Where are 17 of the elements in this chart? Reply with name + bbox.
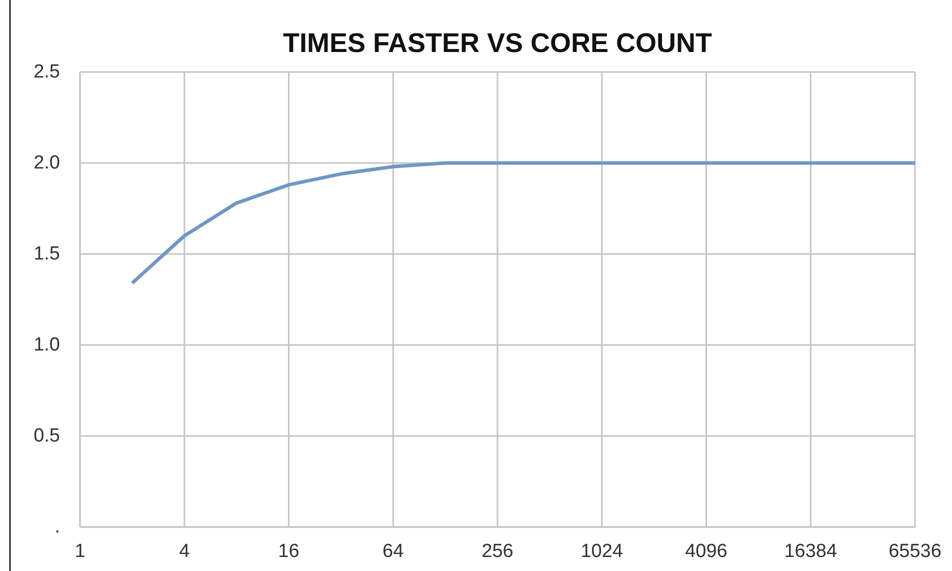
line-series — [130, 161, 917, 285]
x-tick-label: 256 — [482, 541, 514, 562]
x-tick-label: 64 — [382, 541, 404, 562]
x-tick-label: 4 — [179, 541, 190, 562]
y-tick-label: . — [54, 516, 60, 538]
y-tick-label: 1.5 — [34, 244, 60, 264]
x-tick-label: 1 — [74, 541, 86, 562]
x-tick-label: 4096 — [685, 541, 728, 562]
y-tick-label: 1.0 — [34, 334, 60, 356]
x-tick-label: 16384 — [784, 541, 838, 562]
y-tick-label: 2.5 — [34, 62, 60, 82]
y-tick-label: 2.0 — [34, 152, 60, 174]
y-tick-label: 0.5 — [34, 426, 60, 446]
x-tick-label: 1024 — [580, 541, 624, 562]
x-tick-label: 65536 — [888, 541, 942, 562]
x-tick-label: 16 — [278, 541, 300, 562]
chart-title: TIMES FASTER VS CORE COUNT — [282, 28, 713, 58]
